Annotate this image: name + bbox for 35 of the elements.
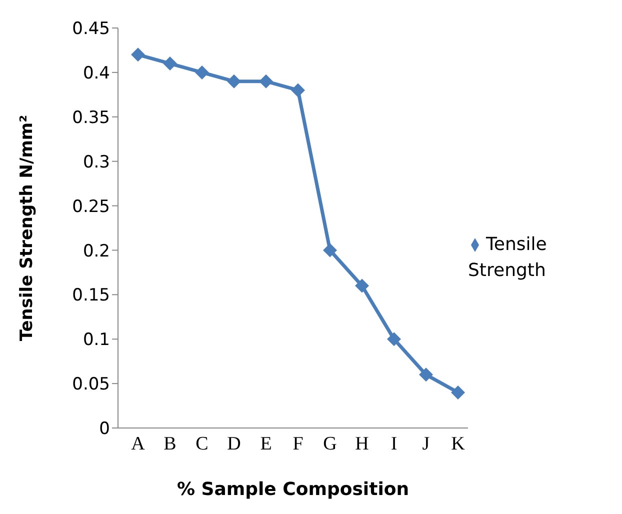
- legend-label: Tensile Strength: [468, 234, 547, 281]
- y-tick-label: 0.15: [72, 286, 110, 306]
- point: [163, 56, 177, 71]
- x-tick-label: C: [196, 433, 208, 454]
- y-tick-label: 0: [99, 419, 110, 440]
- point: [387, 332, 401, 346]
- x-tick-label: F: [292, 433, 304, 454]
- point: [227, 74, 241, 88]
- x-tick-label: J: [422, 433, 430, 454]
- x-tick-label: D: [227, 433, 241, 454]
- point: [259, 74, 273, 88]
- point: [323, 243, 337, 258]
- point: [131, 48, 145, 62]
- point: [451, 385, 465, 400]
- x-tick-label: H: [355, 433, 370, 454]
- x-tick-label: G: [323, 433, 338, 454]
- point: [291, 83, 305, 98]
- y-tick-label: 0.2: [82, 241, 110, 262]
- point: [195, 65, 209, 80]
- point: [419, 368, 433, 382]
- x-tick-label: A: [131, 433, 146, 454]
- x-tick-label: I: [390, 433, 398, 454]
- y-tick-label: 0.35: [72, 108, 110, 128]
- point: [355, 278, 369, 293]
- y-tick-label: 0.45: [72, 19, 110, 40]
- y-tick-label: 0.1: [82, 330, 110, 350]
- y-tick-label: 0.4: [82, 63, 110, 84]
- x-tick-label: K: [451, 433, 466, 454]
- y-tick-label: 0.25: [72, 196, 110, 217]
- y-tick-label: 0.3: [82, 152, 110, 172]
- x-tick-label: B: [164, 433, 176, 454]
- x-tick-label: E: [260, 433, 272, 454]
- x-axis-title: % Sample Composition: [176, 479, 410, 500]
- y-axis-title: Tensile Strength N/mm²: [17, 114, 38, 342]
- y-tick-label: 0.05: [72, 374, 110, 395]
